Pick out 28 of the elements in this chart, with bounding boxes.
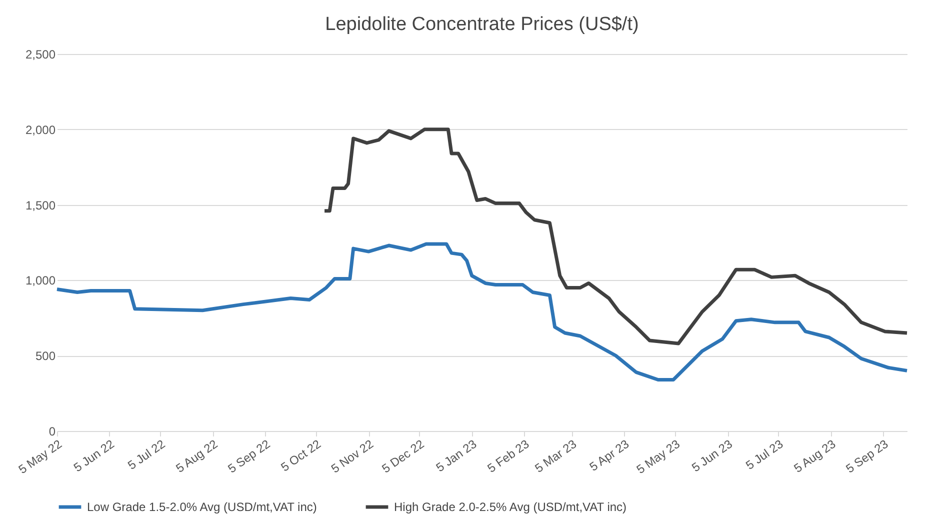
x-tick-label: 5 Jul 23: [743, 436, 786, 472]
x-tick-label: 5 May 22: [16, 436, 65, 477]
chart-title: Lepidolite Concentrate Prices (US$/t): [325, 14, 639, 35]
x-tick-label: 5 Aug 22: [173, 436, 220, 476]
x-tick-label: 5 Mar 23: [532, 436, 580, 476]
legend-label: High Grade 2.0-2.5% Avg (USD/mt,VAT inc): [394, 500, 627, 514]
line-series: [55, 242, 909, 382]
x-tick-label: 5 Sep 22: [225, 436, 273, 476]
y-tick-label: 0: [48, 424, 56, 438]
y-tick-label: 1,000: [25, 274, 56, 288]
x-tick-label: 5 Oct 22: [278, 436, 324, 474]
x-tick-label: 5 Dec 22: [379, 436, 427, 476]
x-tick-label: 5 Sep 23: [843, 436, 891, 476]
x-tick-label: 5 Jul 22: [125, 436, 168, 472]
legend-label: Low Grade 1.5-2.0% Avg (USD/mt,VAT inc): [87, 500, 317, 514]
x-tick-label: 5 Apr 23: [586, 436, 632, 474]
x-tick-label: 5 May 23: [634, 436, 683, 477]
x-tick-label: 5 Jun 22: [71, 436, 118, 475]
line-series: [322, 128, 909, 346]
x-tick-label: 5 Jun 23: [689, 436, 736, 475]
x-tick-label: 5 Nov 22: [328, 436, 376, 476]
x-tick-label: 5 Feb 23: [484, 436, 532, 476]
y-tick-label: 2,000: [25, 122, 56, 137]
x-tick-label: 5 Aug 23: [791, 436, 838, 476]
x-tick-label: 5 Jan 23: [433, 436, 480, 475]
y-tick-label: 500: [35, 349, 56, 364]
y-tick-label: 1,500: [25, 198, 56, 212]
y-tick-label: 2,500: [25, 48, 56, 62]
